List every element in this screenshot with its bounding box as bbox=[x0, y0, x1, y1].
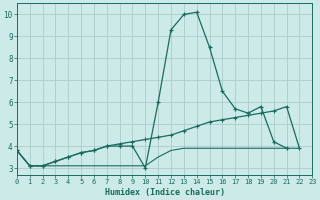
X-axis label: Humidex (Indice chaleur): Humidex (Indice chaleur) bbox=[105, 188, 225, 197]
